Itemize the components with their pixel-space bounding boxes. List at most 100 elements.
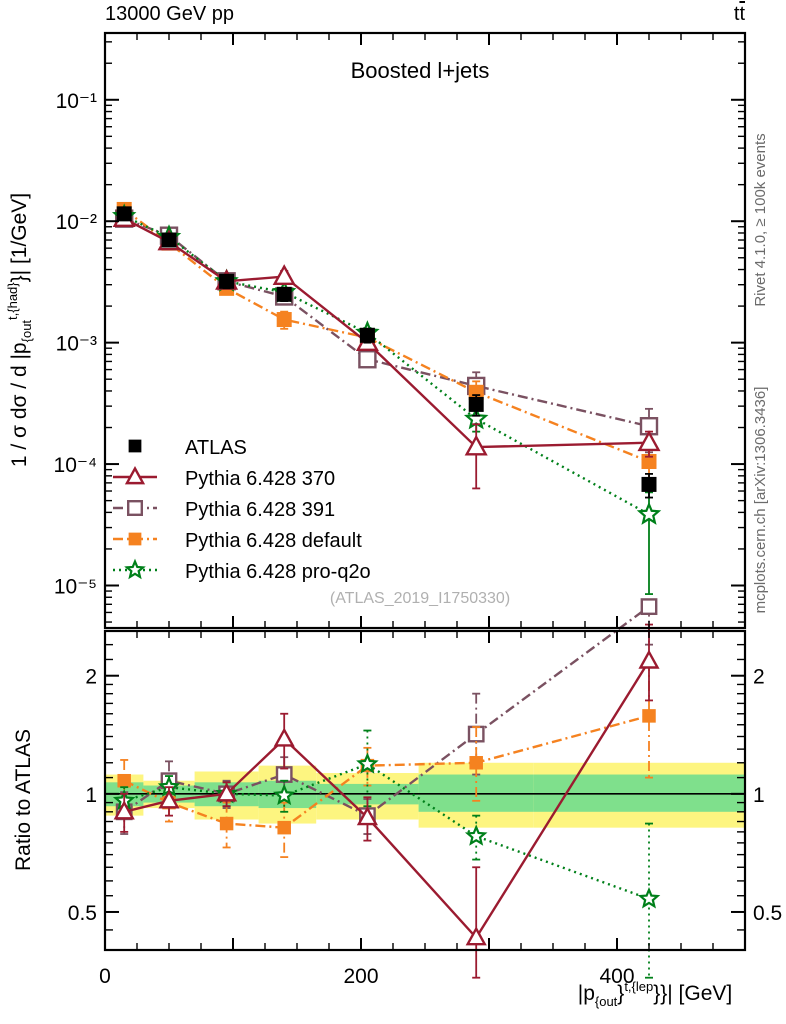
marker-filled-square [469,756,483,770]
data-marker [637,886,661,909]
data-marker [641,453,657,469]
data-marker [219,273,235,289]
marker-open-star [356,752,379,774]
marker-filled-square [468,384,484,400]
marker-filled-square [128,439,142,453]
series-atlas [116,206,657,499]
data-marker [469,756,483,770]
legend-item-p370[interactable]: Pythia 6.428 370 [113,466,335,490]
marker-open-triangle [124,466,146,485]
panel-title: Boosted l+jets [351,58,490,83]
marker-open-triangle [273,727,295,747]
marker-open-triangle [113,800,135,820]
uncertainty-bands [105,762,745,828]
beam-energy-label: 13000 GeV pp [105,3,234,25]
data-marker [161,232,177,248]
x-axis-title: |p{out}t,{lep}}| [GeV] [578,979,733,1009]
legend-item-p391[interactable]: Pythia 6.428 391 [113,499,335,521]
data-marker [273,727,295,747]
data-marker [276,312,292,328]
data-marker [126,500,143,517]
data-marker [272,783,296,806]
marker-filled-square [219,816,234,831]
data-marker [356,752,379,774]
data-marker [128,532,142,546]
marker-filled-square [641,476,657,492]
ratio-tick-label: 1 [85,784,97,807]
marker-filled-square [642,709,656,723]
y-tick-label: 10⁻⁴ [54,454,97,477]
legend-label: Pythia 6.428 default [185,530,362,552]
svg-text:|p{out}t,{lep}}| [GeV]: |p{out}t,{lep}}| [GeV] [578,979,733,1009]
y-axis-title: 1 / σ dσ / d |p{outt,{had}}| [1/GeV] [5,193,34,467]
chart-layer: 0 200 400 10⁻¹ 10⁻² 10⁻³ 10⁻⁴ 10⁻⁵ 2 2 1 1 0.5 0.5 [54,31,782,988]
marker-open-square [358,350,377,369]
marker-open-triangle [158,789,180,809]
data-marker [640,598,658,616]
y-tick-label: 10⁻¹ [56,90,97,113]
marker-filled-square [468,396,484,412]
marker-filled-square [359,327,375,343]
data-marker [464,824,488,846]
marker-filled-square [276,286,292,302]
rivet-version-note: Rivet 4.1.0, ≥ 100k events [752,133,769,306]
x-tick-label: 200 [343,965,378,988]
marker-open-star [637,886,661,909]
data-marker [124,558,146,580]
data-marker [468,396,484,412]
legend-label: ATLAS [185,437,247,459]
process-label: tt [734,3,746,25]
ratio-tick-label: 2 [85,666,97,689]
marker-open-triangle [272,264,296,285]
marker-open-triangle [216,782,238,802]
legend-label: Pythia 6.428 pro-q2o [185,561,371,583]
data-marker [272,264,296,285]
ratio-ticks: 2 2 1 1 0.5 0.5 [68,630,782,951]
analysis-watermark: (ATLAS_2019_I1750330) [330,590,510,607]
svg-text:Ratio to ATLAS: Ratio to ATLAS [12,729,35,871]
data-marker [468,384,484,400]
marker-open-square [640,598,658,616]
marker-open-triangle [637,430,661,452]
data-marker [638,649,660,669]
marker-open-triangle [465,926,487,946]
x-ticks: 0 200 400 [99,631,746,988]
marker-filled-square [128,532,142,546]
marker-open-star [464,824,488,846]
legend-item-atlas[interactable]: ATLAS [128,437,247,459]
data-marker [356,806,378,826]
x-ticks [104,33,746,628]
marker-filled-square [641,453,657,469]
ratio-tick-label-right: 1 [753,784,765,807]
marker-filled-square [219,273,235,289]
data-marker [219,816,234,831]
data-marker [117,773,131,788]
legend-item-proq2o[interactable]: Pythia 6.428 pro-q2o [113,558,371,583]
marker-open-star [636,501,662,525]
marker-filled-square [117,773,131,788]
marker-filled-square [161,232,177,248]
marker-open-triangle [464,434,488,456]
marker-open-star [272,783,296,806]
data-marker [275,766,293,783]
y-tick-label: 10⁻³ [56,333,97,356]
data-marker [637,430,661,452]
ratio-tick-label: 0.5 [68,902,97,925]
data-marker [359,327,375,343]
ratio-tick-label-right: 2 [753,666,765,689]
data-marker [124,466,146,485]
data-marker [464,434,488,456]
marker-open-square [275,766,293,783]
mcplots-note: mcplots.cern.ch [arXiv:1306.3436] [752,387,769,614]
data-marker [158,789,180,809]
legend-item-pdefault[interactable]: Pythia 6.428 default [113,530,362,552]
marker-filled-square [116,206,132,222]
data-marker [642,709,656,723]
data-marker [636,501,662,525]
data-marker [277,820,291,835]
data-marker [128,439,142,453]
legend-label: Pythia 6.428 370 [185,468,335,490]
